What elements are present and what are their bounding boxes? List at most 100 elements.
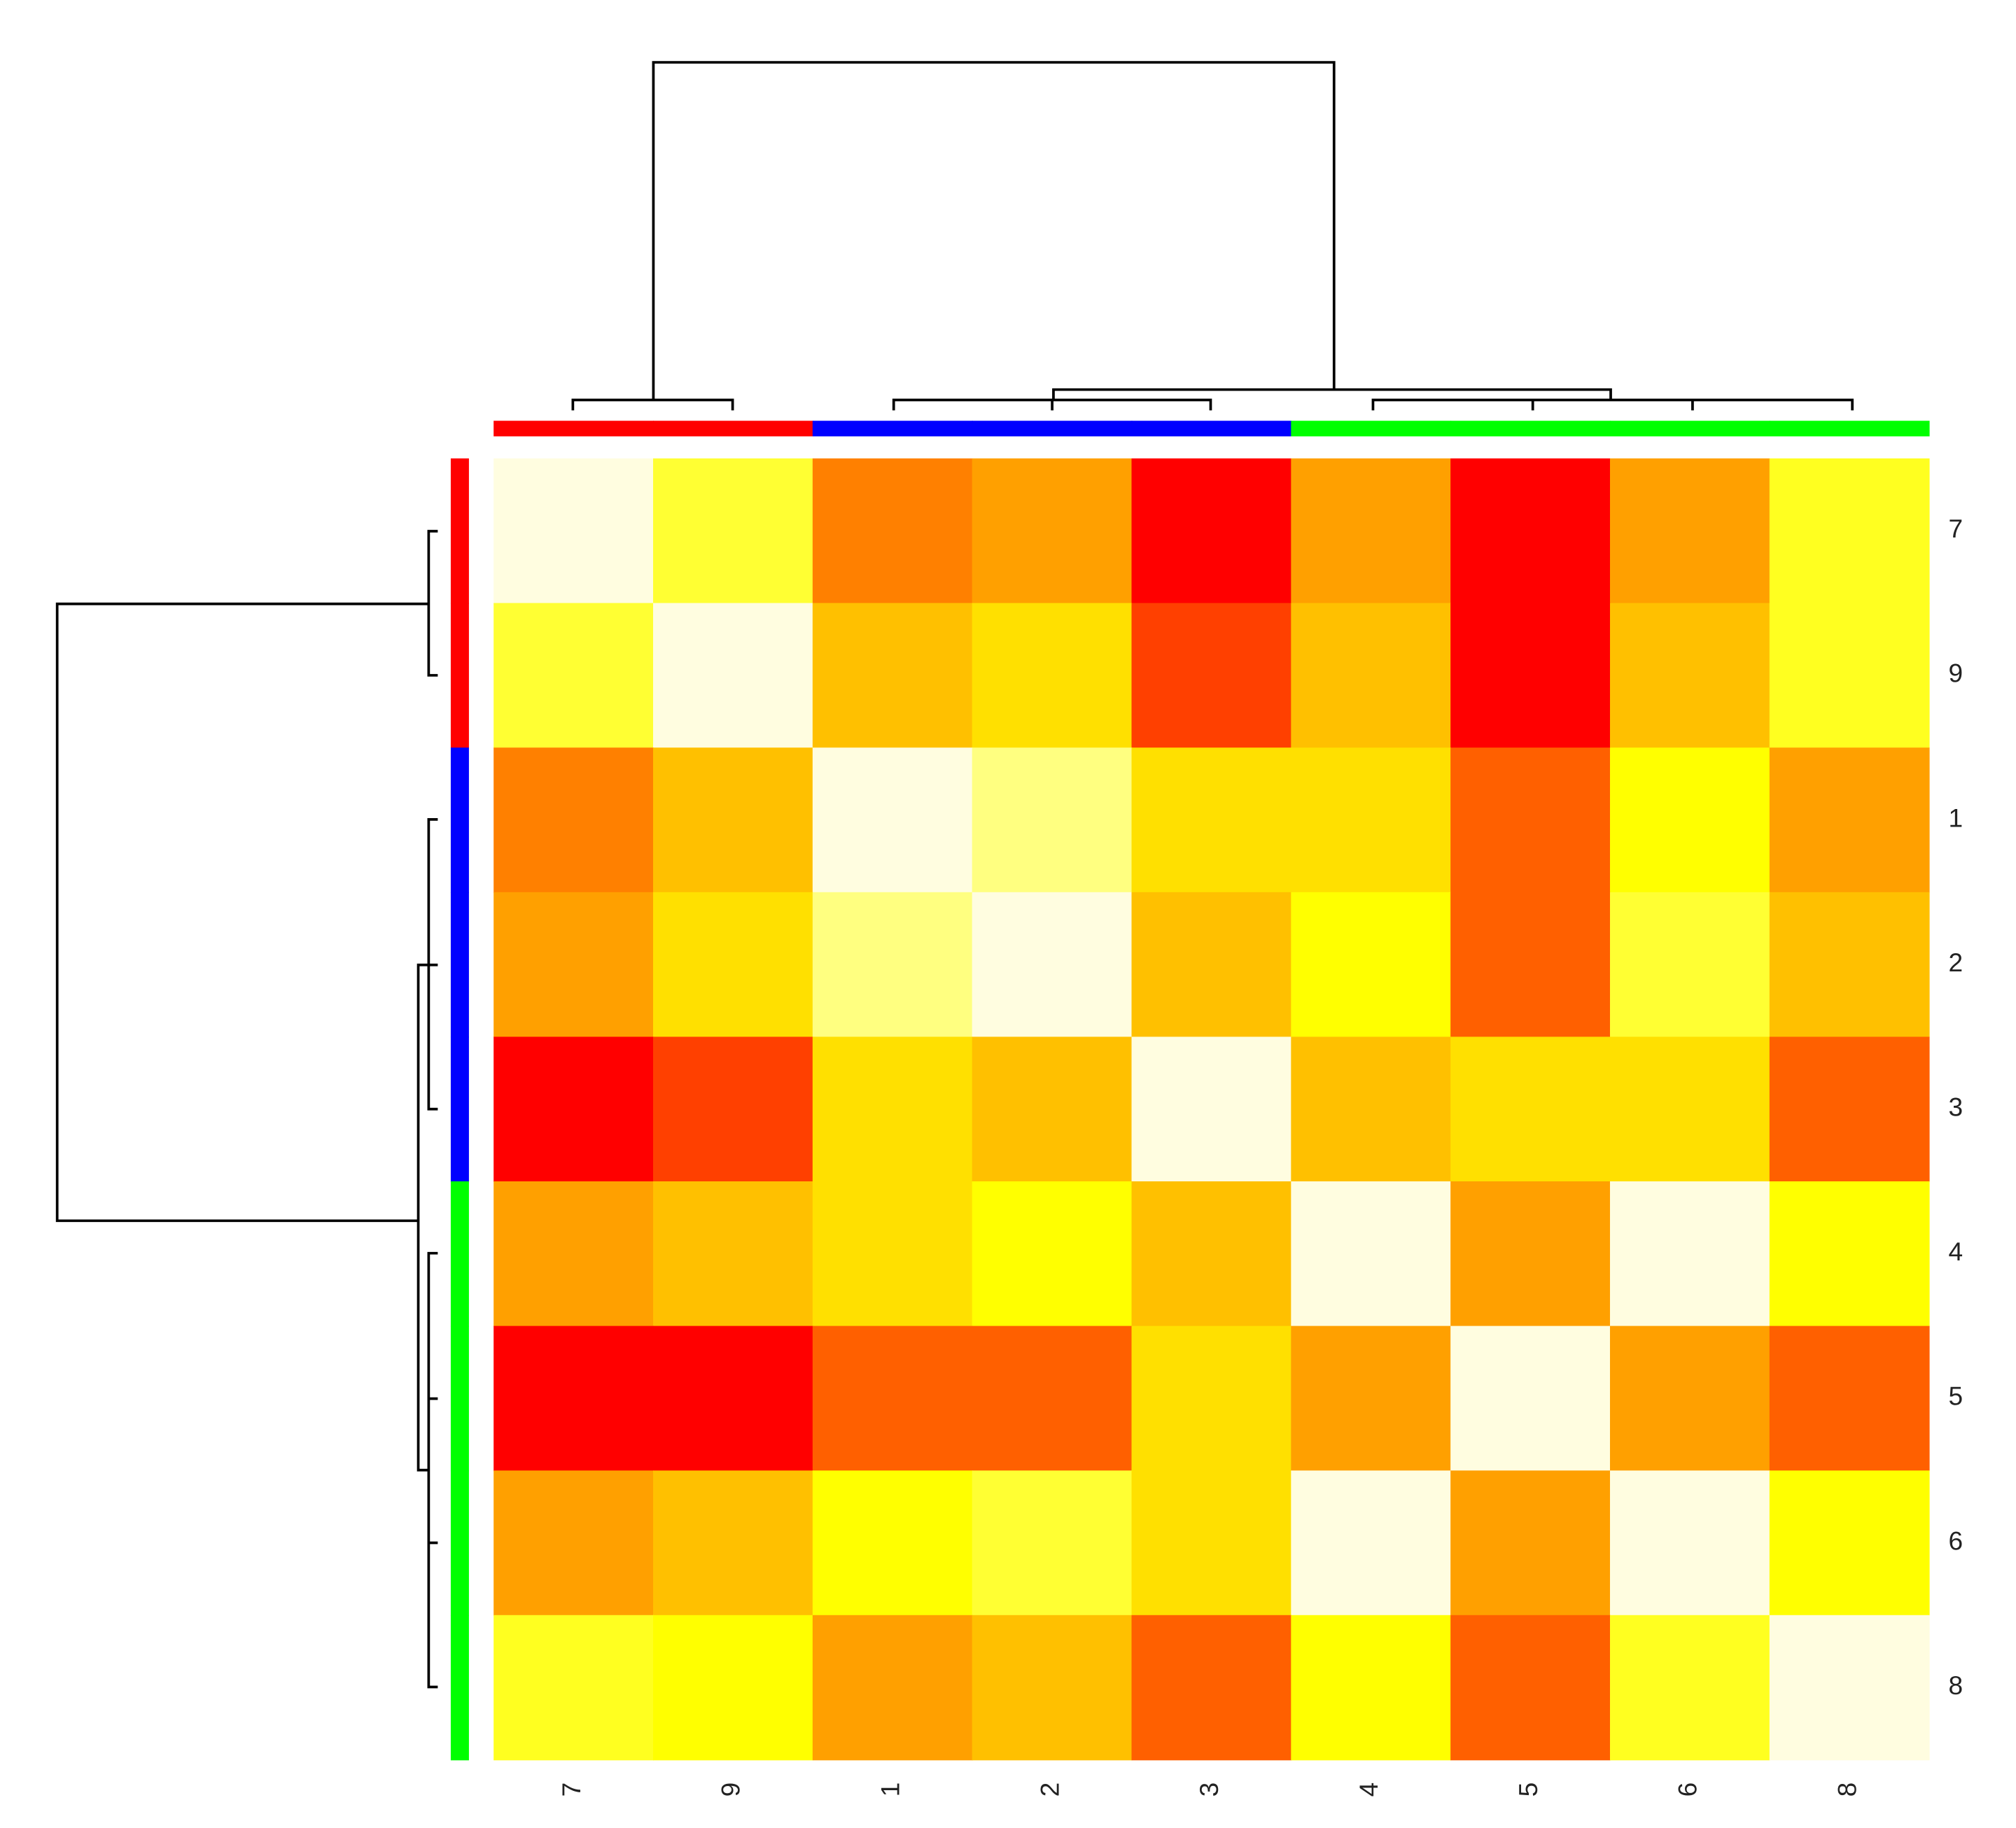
- heatmap-cell: [493, 458, 654, 604]
- heatmap-cell: [1450, 1326, 1611, 1472]
- heatmap-cell: [812, 1470, 973, 1616]
- heatmap-cell: [1609, 1036, 1770, 1182]
- heatmap-cell: [972, 1326, 1133, 1472]
- heatmap-cell: [972, 1470, 1133, 1616]
- row-label: 4: [1948, 1237, 1963, 1266]
- heatmap-cell: [1291, 1326, 1452, 1472]
- column-group-bar: [1131, 421, 1292, 437]
- heatmap-cell: [493, 892, 654, 1038]
- heatmap-cell: [493, 1181, 654, 1327]
- heatmap-cell: [972, 1181, 1133, 1327]
- column-group-bar: [1769, 421, 1930, 437]
- heatmap-cell: [1450, 1181, 1611, 1327]
- heatmap-cell: [652, 1036, 813, 1182]
- heatmap-cell: [1131, 1615, 1292, 1761]
- heatmap-cell: [1609, 1615, 1770, 1761]
- heatmap-cell: [1291, 603, 1452, 749]
- heatmap-cell: [1769, 603, 1930, 749]
- heatmap-cell: [1450, 1036, 1611, 1182]
- heatmap-cell: [812, 458, 973, 604]
- column-label: 6: [1673, 1783, 1702, 1797]
- row-group-bar: [450, 458, 469, 604]
- heatmap-cell: [493, 1615, 654, 1761]
- heatmap-cell: [1769, 1470, 1930, 1616]
- row-group-bar: [450, 1470, 469, 1616]
- row-label: 7: [1948, 514, 1963, 543]
- heatmap-cell: [1291, 892, 1452, 1038]
- row-group-bar: [450, 747, 469, 893]
- heatmap-cell: [1131, 1470, 1292, 1616]
- heatmap-cell: [652, 1470, 813, 1616]
- row-group-bar: [450, 1181, 469, 1327]
- column-group-bar: [493, 421, 654, 437]
- row-group-bar: [450, 1615, 469, 1761]
- row-group-bar: [450, 1036, 469, 1182]
- column-dendrogram: [571, 61, 1854, 411]
- heatmap-cell: [652, 1615, 813, 1761]
- row-label: 1: [1948, 803, 1963, 832]
- heatmap-cell: [652, 1181, 813, 1327]
- column-label: 9: [716, 1783, 746, 1797]
- column-label: 2: [1035, 1783, 1064, 1797]
- heatmap-cell: [652, 603, 813, 749]
- heatmap-cell: [1609, 1181, 1770, 1327]
- heatmap-cell: [1769, 1036, 1930, 1182]
- heatmap-cell: [812, 1181, 973, 1327]
- column-group-bar: [972, 421, 1133, 437]
- heatmap-cell: [1769, 1615, 1930, 1761]
- heatmap-cell: [1450, 603, 1611, 749]
- row-label: 3: [1948, 1092, 1963, 1122]
- heatmap-cell: [1131, 1036, 1292, 1182]
- heatmap-cell: [652, 892, 813, 1038]
- heatmap-cell: [1131, 747, 1292, 893]
- heatmap-cell: [972, 747, 1133, 893]
- column-label: 4: [1354, 1783, 1383, 1797]
- heatmap-cell: [972, 1036, 1133, 1182]
- heatmap-cell: [652, 747, 813, 893]
- heatmap-cell: [1450, 1615, 1611, 1761]
- heatmap-cell: [812, 1326, 973, 1472]
- heatmap-cell: [493, 603, 654, 749]
- heatmap-cell: [812, 892, 973, 1038]
- heatmap-cell: [1609, 603, 1770, 749]
- row-label: 8: [1948, 1671, 1963, 1700]
- heatmap-cell: [1131, 1326, 1292, 1472]
- heatmap-cell: [1291, 1036, 1452, 1182]
- column-group-bar: [1291, 421, 1452, 437]
- heatmap-cell: [972, 1615, 1133, 1761]
- row-group-bar: [450, 1326, 469, 1472]
- heatmap-cell: [1291, 1615, 1452, 1761]
- row-label: 2: [1948, 948, 1963, 977]
- heatmap-cell: [972, 603, 1133, 749]
- row-label: 6: [1948, 1526, 1963, 1555]
- heatmap-cell: [1609, 1326, 1770, 1472]
- column-label: 3: [1194, 1783, 1224, 1797]
- heatmap-cell: [1609, 747, 1770, 893]
- row-label: 9: [1948, 659, 1963, 688]
- heatmap-cell: [1769, 747, 1930, 893]
- heatmap-cell: [812, 1036, 973, 1182]
- row-label: 5: [1948, 1381, 1963, 1411]
- column-group-bar: [1609, 421, 1770, 437]
- row-group-bar: [450, 892, 469, 1038]
- row-dendrogram: [55, 530, 438, 1689]
- heatmap-cell: [493, 1470, 654, 1616]
- heatmap-cell: [1769, 458, 1930, 604]
- heatmap-cell: [1131, 458, 1292, 604]
- column-group-bar: [1450, 421, 1611, 437]
- heatmap-cell: [812, 1615, 973, 1761]
- heatmap-cell: [652, 458, 813, 604]
- heatmap-cell: [1291, 1470, 1452, 1616]
- heatmap-cell: [1450, 892, 1611, 1038]
- heatmap-cell: [1131, 892, 1292, 1038]
- column-label: 5: [1513, 1783, 1543, 1797]
- column-label: 7: [556, 1783, 586, 1797]
- heatmap-cell: [1769, 1326, 1930, 1472]
- heatmap-cell: [493, 1036, 654, 1182]
- heatmap-cell: [1131, 1181, 1292, 1327]
- heatmap-cell: [1609, 892, 1770, 1038]
- heatmap-cell: [1291, 1181, 1452, 1327]
- heatmap-cell: [972, 892, 1133, 1038]
